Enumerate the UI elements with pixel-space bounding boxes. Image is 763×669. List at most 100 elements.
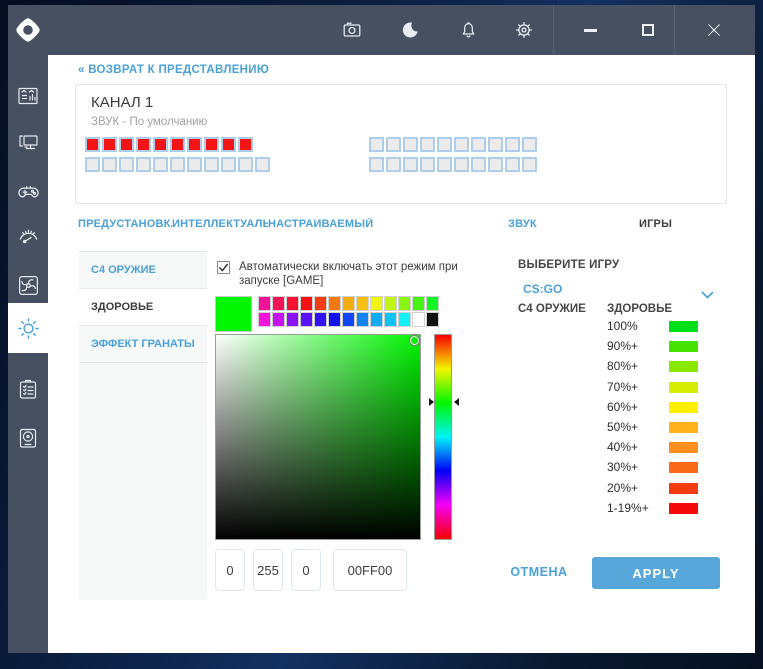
camera-icon[interactable] [340, 18, 364, 42]
led-cell-on[interactable] [136, 137, 151, 152]
health-level-color-chip[interactable] [669, 321, 698, 332]
led-cell-off[interactable] [85, 157, 100, 172]
app-logo[interactable] [8, 5, 48, 55]
health-level-color-chip[interactable] [669, 341, 698, 353]
led-cell-on[interactable] [153, 137, 168, 152]
subtab-2[interactable]: ЗДОРОВЬЕ [79, 289, 207, 326]
health-level-color-chip[interactable] [669, 502, 698, 514]
palette-swatch[interactable] [300, 296, 313, 311]
sidebar-item-games[interactable] [8, 168, 48, 214]
hue-slider-handle-right[interactable] [454, 398, 459, 406]
cancel-button[interactable]: ОТМЕНА [510, 565, 568, 579]
led-cell-off[interactable] [136, 157, 151, 172]
back-to-view-link[interactable]: « ВОЗВРАТ К ПРЕДСТАВЛЕНИЮ [78, 64, 269, 76]
health-level-color-chip[interactable] [669, 442, 698, 454]
palette-swatch[interactable] [384, 296, 397, 311]
palette-swatch[interactable] [356, 312, 369, 327]
maximize-button[interactable] [636, 18, 660, 42]
palette-swatch[interactable] [412, 312, 425, 327]
minimize-button[interactable] [578, 18, 602, 42]
game-select-dropdown[interactable]: CS:GO [518, 280, 718, 302]
led-cell-on[interactable] [85, 137, 100, 152]
led-cell-on[interactable] [119, 137, 134, 152]
health-level-color-chip[interactable] [669, 421, 698, 433]
palette-swatch[interactable] [356, 296, 369, 311]
led-cell-off[interactable] [102, 157, 117, 172]
led-cell-off[interactable] [420, 157, 435, 172]
red-value-input[interactable] [215, 549, 245, 591]
hue-slider-handle-left[interactable] [429, 398, 434, 406]
health-level-color-chip[interactable] [669, 462, 698, 474]
led-cell-off[interactable] [153, 157, 168, 172]
night-mode-icon[interactable] [398, 18, 422, 42]
sidebar-item-cooling[interactable] [8, 262, 48, 308]
palette-swatch[interactable] [286, 312, 299, 327]
led-cell-off[interactable] [369, 157, 384, 172]
led-cell-off[interactable] [403, 157, 418, 172]
led-cell-off[interactable] [471, 137, 486, 152]
tab-1[interactable]: ПРЕДУСТАНОВКА [78, 218, 172, 230]
led-cell-off[interactable] [386, 157, 401, 172]
tab-5[interactable]: ИГРЫ [639, 218, 673, 230]
led-cell-off[interactable] [454, 137, 469, 152]
led-cell-off[interactable] [505, 137, 520, 152]
palette-swatch[interactable] [384, 312, 397, 327]
led-cell-off[interactable] [420, 137, 435, 152]
hex-value-input[interactable] [333, 549, 407, 591]
palette-swatch[interactable] [412, 296, 425, 311]
sidebar-item-audio[interactable] [8, 415, 48, 461]
green-value-input[interactable] [253, 549, 283, 591]
led-cell-on[interactable] [204, 137, 219, 152]
apply-button[interactable]: APPLY [592, 557, 720, 589]
auto-enable-checkbox[interactable]: Автоматически включать этот режим при за… [217, 260, 469, 288]
picker-marker[interactable] [410, 336, 419, 345]
palette-swatch[interactable] [426, 296, 439, 311]
saturation-value-picker[interactable] [215, 334, 421, 540]
led-cell-off[interactable] [403, 137, 418, 152]
led-cell-off[interactable] [437, 137, 452, 152]
health-level-color-chip[interactable] [669, 361, 698, 373]
led-cell-on[interactable] [170, 137, 185, 152]
palette-swatch[interactable] [370, 296, 383, 311]
palette-swatch[interactable] [398, 312, 411, 327]
sidebar-item-performance[interactable] [8, 213, 48, 259]
palette-swatch[interactable] [314, 296, 327, 311]
sidebar-item-pc-specs[interactable] [8, 119, 48, 165]
led-cell-off[interactable] [369, 137, 384, 152]
led-cell-off[interactable] [187, 157, 202, 172]
palette-swatch[interactable] [342, 296, 355, 311]
led-cell-off[interactable] [471, 157, 486, 172]
health-level-color-chip[interactable] [669, 401, 698, 413]
sidebar-item-checklist[interactable] [8, 366, 48, 412]
palette-swatch[interactable] [342, 312, 355, 327]
led-cell-on[interactable] [102, 137, 117, 152]
hue-slider[interactable] [434, 334, 452, 540]
tab-4[interactable]: ЗВУК [508, 218, 537, 230]
led-cell-off[interactable] [522, 157, 537, 172]
palette-swatch[interactable] [300, 312, 313, 327]
palette-swatch[interactable] [370, 312, 383, 327]
led-cell-on[interactable] [187, 137, 202, 152]
led-cell-off[interactable] [437, 157, 452, 172]
tab-2[interactable]: ИНТЕЛЛЕКТУАЛЬНЫЙ [172, 218, 268, 230]
palette-swatch[interactable] [286, 296, 299, 311]
led-cell-on[interactable] [238, 137, 253, 152]
led-cell-off[interactable] [119, 157, 134, 172]
palette-swatch[interactable] [314, 312, 327, 327]
led-cell-off[interactable] [204, 157, 219, 172]
close-button[interactable] [702, 18, 726, 42]
tab-3[interactable]: НАСТРАИВАЕМЫЙ [268, 218, 374, 230]
led-cell-off[interactable] [505, 157, 520, 172]
led-cell-off[interactable] [255, 157, 270, 172]
palette-swatch[interactable] [272, 296, 285, 311]
led-cell-off[interactable] [386, 137, 401, 152]
palette-swatch[interactable] [258, 312, 271, 327]
current-color-swatch[interactable] [215, 296, 252, 332]
sidebar-item-lighting[interactable] [8, 303, 48, 353]
led-cell-off[interactable] [488, 157, 503, 172]
checkbox-icon[interactable] [217, 261, 230, 274]
notifications-bell-icon[interactable] [456, 18, 480, 42]
health-level-color-chip[interactable] [669, 381, 698, 393]
palette-swatch[interactable] [426, 312, 439, 327]
health-level-color-chip[interactable] [669, 482, 698, 494]
